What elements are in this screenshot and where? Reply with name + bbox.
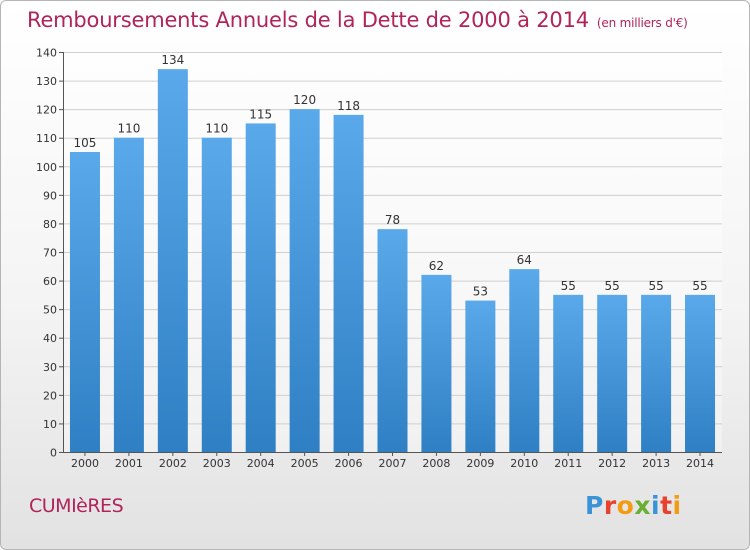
x-tick-label: 2000: [71, 457, 99, 470]
x-tick-label: 2004: [247, 457, 275, 470]
y-tick-label: 140: [36, 47, 57, 60]
logo-letter: x: [634, 491, 651, 520]
x-tick-label: 2013: [642, 457, 670, 470]
chart-subtitle: (en milliers d'€): [596, 16, 688, 30]
x-tick-label: 2010: [510, 457, 538, 470]
data-label: 55: [561, 279, 576, 293]
y-tick-label: 0: [50, 447, 57, 460]
x-tick-label: 2014: [686, 457, 714, 470]
bar: [201, 137, 232, 452]
data-label: 110: [205, 122, 228, 136]
logo-letter: o: [616, 491, 635, 520]
data-label: 78: [385, 213, 400, 227]
data-label: 53: [473, 285, 488, 299]
logo-letter: t: [660, 491, 673, 520]
logo-letter: r: [603, 491, 617, 520]
bar: [289, 109, 320, 453]
bar: [157, 69, 188, 453]
y-tick-label: 70: [43, 247, 57, 260]
y-tick-label: 130: [36, 75, 57, 88]
bar: [421, 274, 452, 452]
y-tick-label: 80: [43, 218, 57, 231]
data-label: 55: [605, 279, 620, 293]
bar: [69, 152, 100, 452]
y-tick-label: 30: [43, 361, 57, 374]
bar: [113, 137, 144, 452]
bar: [641, 294, 672, 452]
y-tick-label: 120: [36, 104, 57, 117]
data-label: 120: [293, 93, 316, 107]
x-tick-label: 2005: [291, 457, 319, 470]
bar: [597, 294, 628, 452]
x-tick-label: 2001: [115, 457, 143, 470]
x-tick-label: 2003: [203, 457, 231, 470]
x-tick-label: 2011: [554, 457, 582, 470]
bar: [465, 300, 496, 452]
bar: [553, 294, 584, 452]
y-tick-label: 90: [43, 189, 57, 202]
bar: [509, 269, 540, 452]
data-label: 110: [117, 122, 140, 136]
x-tick-label: 2008: [422, 457, 450, 470]
proxiti-logo: Proxiti: [585, 491, 682, 520]
bar: [685, 294, 716, 452]
y-tick-label: 40: [43, 332, 57, 345]
x-tick-label: 2012: [598, 457, 626, 470]
data-label: 64: [517, 253, 532, 267]
logo-letter: P: [585, 491, 604, 520]
x-tick-label: 2007: [379, 457, 407, 470]
data-label: 134: [161, 53, 184, 67]
bar: [333, 114, 364, 452]
data-label: 115: [249, 107, 272, 121]
bar: [245, 123, 276, 452]
data-label: 55: [692, 279, 707, 293]
y-tick-label: 20: [43, 389, 57, 402]
logo-letter: i: [651, 491, 661, 520]
x-tick-label: 2006: [335, 457, 363, 470]
y-tick-label: 60: [43, 275, 57, 288]
data-label: 62: [429, 259, 444, 273]
data-label: 118: [337, 99, 360, 113]
chart-title: Remboursements Annuels de la Dette de 20…: [27, 8, 688, 32]
y-tick-label: 110: [36, 132, 57, 145]
y-tick-label: 50: [43, 304, 57, 317]
y-tick-label: 100: [36, 161, 57, 174]
x-tick-label: 2002: [159, 457, 187, 470]
y-tick-label: 10: [43, 418, 57, 431]
commune-name: CUMIèRES: [29, 495, 124, 517]
bar: [377, 229, 408, 452]
logo-letter: i: [672, 491, 682, 520]
x-tick-label: 2009: [466, 457, 494, 470]
data-label: 55: [648, 279, 663, 293]
data-label: 105: [74, 136, 97, 150]
